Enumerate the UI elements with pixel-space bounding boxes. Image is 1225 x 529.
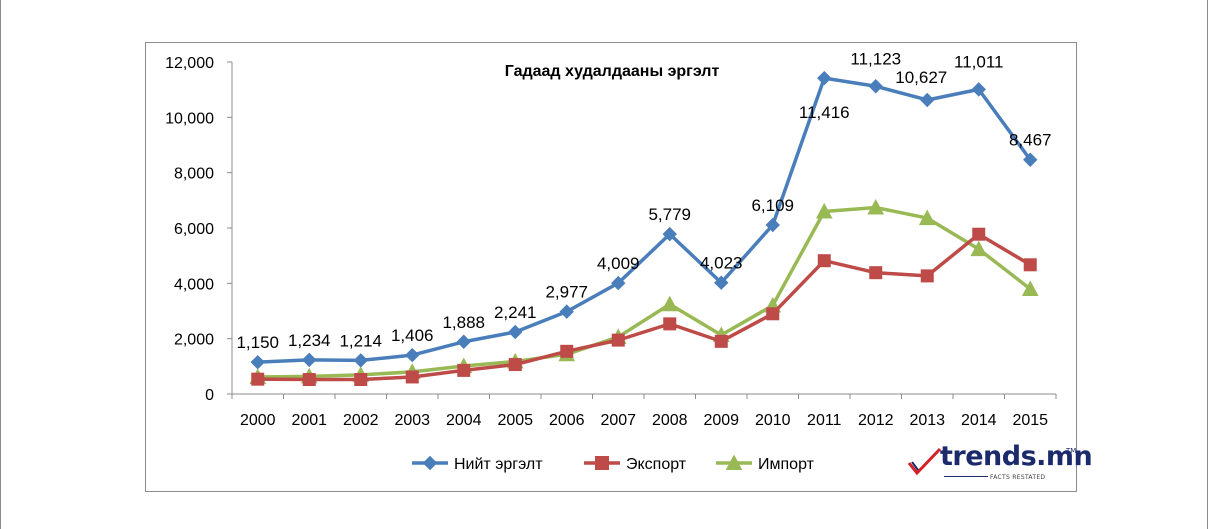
x-tick-label: 2014 bbox=[961, 412, 997, 429]
data-point bbox=[508, 358, 522, 372]
data-point bbox=[405, 347, 420, 363]
x-tick-label: 2007 bbox=[600, 412, 636, 429]
data-label: 4,023 bbox=[700, 254, 743, 273]
check-mark-icon bbox=[907, 447, 942, 476]
data-point bbox=[815, 202, 833, 219]
brand-logo: trends.mn TM FACTS RESTATED bbox=[904, 441, 1093, 487]
data-point bbox=[1023, 152, 1038, 167]
chart-title: Гадаад худалдааны эргэлт bbox=[505, 63, 720, 80]
x-tick-label: 2012 bbox=[858, 412, 894, 429]
x-tick-label: 2006 bbox=[549, 412, 585, 429]
data-point bbox=[456, 334, 471, 349]
data-label: 4,009 bbox=[597, 254, 640, 273]
data-point bbox=[920, 92, 935, 108]
data-point bbox=[353, 353, 368, 368]
data-point bbox=[251, 372, 265, 386]
y-tick-label: 0 bbox=[205, 387, 214, 404]
data-label: 8,467 bbox=[1009, 131, 1052, 150]
data-point bbox=[662, 226, 677, 242]
data-label: 1,150 bbox=[236, 333, 279, 352]
data-point bbox=[302, 373, 316, 387]
data-label: 1,234 bbox=[288, 331, 331, 350]
x-tick-label: 2009 bbox=[703, 412, 739, 429]
data-point bbox=[714, 334, 728, 348]
data-point bbox=[663, 317, 677, 331]
data-point bbox=[868, 79, 883, 94]
legend-marker bbox=[595, 456, 609, 470]
data-label: 1,888 bbox=[442, 313, 485, 332]
data-point bbox=[611, 275, 626, 291]
legend-marker bbox=[725, 454, 743, 470]
data-point bbox=[611, 333, 625, 347]
legend-marker bbox=[422, 455, 438, 471]
data-point bbox=[354, 373, 368, 387]
series-line bbox=[257, 76, 1032, 364]
x-tick-label: 2011 bbox=[807, 412, 842, 429]
data-label: 1,214 bbox=[339, 331, 382, 350]
frame-right-line bbox=[1207, 0, 1208, 529]
y-tick-label: 12,000 bbox=[165, 55, 214, 72]
data-point bbox=[714, 275, 729, 290]
x-tick-label: 2001 bbox=[291, 412, 327, 429]
data-point bbox=[920, 269, 934, 283]
data-point bbox=[970, 240, 988, 257]
data-point bbox=[867, 198, 885, 215]
data-label: 11,416 bbox=[799, 103, 850, 122]
data-point bbox=[918, 209, 936, 226]
x-tick-label: 2004 bbox=[446, 412, 482, 429]
frame-left-line bbox=[0, 0, 1, 529]
y-tick-label: 6,000 bbox=[174, 221, 214, 238]
legend-label: Импорт bbox=[758, 456, 815, 473]
data-label: 1,406 bbox=[391, 326, 434, 345]
legend-label: Нийт эргэлт bbox=[454, 456, 543, 473]
series-line bbox=[257, 232, 1032, 382]
x-tick-label: 2008 bbox=[652, 412, 688, 429]
data-point bbox=[250, 354, 265, 370]
y-tick-label: 2,000 bbox=[174, 332, 214, 349]
data-point bbox=[559, 304, 574, 319]
data-point bbox=[302, 352, 317, 368]
data-label: 5,779 bbox=[648, 205, 691, 224]
brand-trademark: TM bbox=[1066, 447, 1077, 455]
data-point bbox=[1023, 258, 1037, 272]
data-label: 2,977 bbox=[545, 283, 588, 302]
data-point bbox=[972, 227, 986, 241]
data-point bbox=[508, 324, 523, 340]
data-point bbox=[560, 344, 574, 358]
y-tick-label: 8,000 bbox=[174, 166, 214, 183]
data-label: 6,109 bbox=[751, 196, 794, 215]
data-point bbox=[765, 217, 780, 233]
data-point bbox=[766, 307, 780, 321]
brand-tagline: FACTS RESTATED bbox=[990, 474, 1046, 481]
series-line bbox=[257, 205, 1032, 379]
legend-label: Экспорт bbox=[626, 456, 687, 473]
x-tick-label: 2010 bbox=[755, 412, 791, 429]
data-point bbox=[661, 295, 679, 312]
data-label: 10,627 bbox=[895, 68, 947, 87]
y-tick-label: 4,000 bbox=[174, 276, 214, 293]
brand-rule bbox=[944, 476, 988, 477]
data-point bbox=[971, 82, 986, 97]
x-tick-label: 2003 bbox=[394, 412, 430, 429]
x-tick-label: 2002 bbox=[343, 412, 379, 429]
x-tick-label: 2000 bbox=[240, 412, 276, 429]
y-tick-label: 10,000 bbox=[165, 110, 214, 127]
data-point bbox=[457, 363, 471, 377]
data-label: 11,123 bbox=[850, 49, 901, 68]
data-point bbox=[405, 370, 419, 384]
data-point bbox=[817, 254, 831, 268]
brand-name: trends.mn bbox=[940, 441, 1093, 472]
chart-area bbox=[145, 42, 1077, 492]
data-label: 11,011 bbox=[954, 52, 1003, 71]
data-point bbox=[817, 70, 832, 86]
data-point bbox=[1021, 280, 1039, 296]
data-label: 2,241 bbox=[494, 303, 537, 322]
x-tick-label: 2013 bbox=[909, 412, 945, 429]
x-tick-label: 2005 bbox=[497, 412, 533, 429]
x-tick-label: 2015 bbox=[1012, 412, 1048, 429]
data-point bbox=[869, 266, 883, 280]
